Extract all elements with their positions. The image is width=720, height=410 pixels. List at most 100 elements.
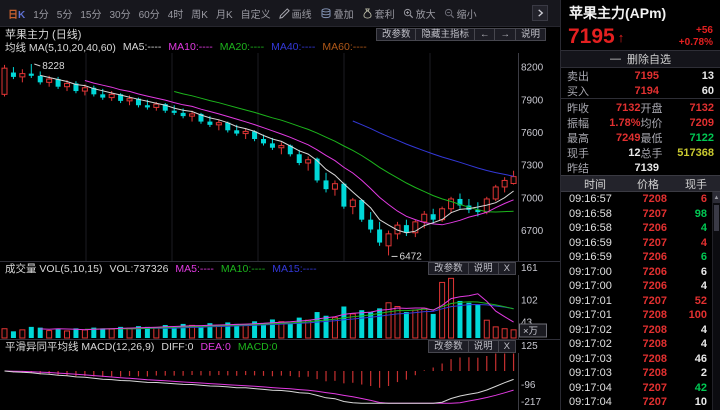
tick-time: 09:17:00 — [569, 280, 612, 293]
svg-text:8228: 8228 — [42, 61, 65, 72]
tick-time: 09:16:59 — [569, 236, 612, 249]
next-arrow-button[interactable]: → — [494, 27, 516, 41]
volume-axis-top-label: 161 — [521, 263, 538, 274]
toolbar-item-arbitrage[interactable]: 套利 — [358, 6, 399, 21]
stat-label: 开盘 — [640, 102, 663, 115]
remove-watchlist-label: 删除自选 — [627, 54, 671, 66]
toolbar-item-hour-4[interactable]: 4时 — [164, 6, 188, 21]
macd-legend-item-0: DIFF:0 — [161, 340, 194, 353]
stat-value: 7132 — [689, 101, 714, 114]
scroll-up-button[interactable]: ▲ — [713, 192, 720, 203]
toolbar: 日K 1分 5分 15分 30分 60分 4时 周K 月K 自定义 画线 叠加 套利 放大 缩小 — [0, 0, 560, 27]
tick-time: 09:17:00 — [569, 265, 612, 278]
toolbar-item-min-15[interactable]: 15分 — [76, 6, 105, 21]
tick-rows: 09:16:57 7208 6 09:16:58 7207 98 09:16:58 7206 4… — [561, 192, 720, 410]
vol-close-button[interactable]: X — [497, 262, 516, 275]
change-params-button[interactable]: 改参数 — [375, 27, 417, 41]
toolbar-item-zoom-in[interactable]: 放大 — [399, 6, 440, 21]
money-bag-icon — [362, 7, 373, 19]
tick-list: 09:16:57 7208 6 09:16:58 7207 98 09:16:58 7206 4… — [561, 192, 720, 410]
scrollbar-thumb[interactable] — [714, 205, 719, 231]
macd-chart[interactable]: -96 -217 — [0, 353, 560, 410]
toolbar-item-week-k[interactable]: 周K — [187, 6, 212, 21]
tick-row: 09:17:02 7208 4 — [561, 337, 720, 352]
tick-row: 09:16:57 7208 6 — [561, 192, 720, 207]
tick-row: 09:17:02 7208 4 — [561, 323, 720, 338]
tick-row: 09:16:58 7206 4 — [561, 221, 720, 236]
main-chart-buttons: 改参数 隐藏主指标 ← → 说明 — [375, 27, 546, 41]
layers-icon — [320, 7, 332, 19]
macd-close-button[interactable]: X — [497, 340, 516, 353]
expand-toolbar-button[interactable] — [532, 5, 548, 21]
tick-row: 09:17:00 7206 6 — [561, 265, 720, 280]
tick-row: 09:16:59 7206 6 — [561, 250, 720, 265]
up-arrow-icon: ↑ — [617, 29, 625, 45]
macd-pane-buttons: 改参数 说明 X — [428, 340, 516, 353]
toolbar-item-min-1[interactable]: 1分 — [29, 6, 53, 21]
minus-icon: — — [610, 53, 621, 65]
tick-time: 09:16:57 — [569, 193, 612, 206]
chart-title: 苹果主力 (日线) — [5, 29, 82, 41]
svg-text:-217: -217 — [521, 397, 541, 408]
tick-volume: 6 — [700, 193, 707, 206]
stat-label: 现手 — [567, 147, 589, 160]
volume-chart[interactable]: 102 43×万 — [0, 275, 560, 339]
macd-legend-prefix: 平滑异同平均线 MACD(12,26,9) — [5, 341, 155, 353]
tick-scrollbar[interactable]: ▲ — [712, 192, 720, 410]
ma-legend-values: MA5:---- MA10:---- MA20:---- MA40:---- MA60:… — [116, 41, 367, 53]
macd-help-button[interactable]: 说明 — [467, 340, 499, 353]
col-vol: 现手 — [685, 178, 707, 191]
toolbar-item-draw-line[interactable]: 画线 — [275, 6, 316, 21]
toolbar-item-label: 月K — [215, 9, 233, 21]
stat-value: 517368 — [677, 146, 714, 159]
tick-price: 7208 — [642, 193, 667, 206]
change-percent: +0.78% — [678, 37, 713, 48]
prev-arrow-button[interactable]: ← — [473, 27, 496, 41]
remove-watchlist-button[interactable]: — 删除自选 — [561, 50, 720, 68]
stat-label: 最低 — [640, 132, 663, 145]
stat-row: 现手 12 总手 517368 — [561, 145, 720, 160]
pencil-icon — [278, 7, 290, 19]
tick-price: 7208 — [642, 323, 667, 336]
tick-row: 09:16:59 7207 4 — [561, 236, 720, 251]
tick-price: 7208 — [642, 309, 667, 322]
tick-volume: 6 — [700, 265, 707, 278]
hide-main-indicator-button[interactable]: 隐藏主指标 — [415, 27, 475, 41]
quote-panel: 苹果主力(APm) 7195 ↑ +56 +0.78% — 删除自选 卖出 71… — [560, 0, 720, 410]
tick-time: 09:16:59 — [569, 251, 612, 264]
toolbar-item-overlay[interactable]: 叠加 — [316, 6, 358, 21]
toolbar-item-zoom-out[interactable]: 缩小 — [440, 6, 481, 21]
prev-settle-row: 昨结 7139 — [561, 160, 720, 175]
toolbar-item-day-k[interactable]: 日K — [4, 6, 29, 21]
stat-row: 振幅 1.78% 均价 7209 — [561, 115, 720, 130]
toolbar-item-label: 5分 — [56, 9, 73, 21]
tick-price: 7208 — [642, 338, 667, 351]
tick-price: 7208 — [642, 352, 667, 365]
tick-price: 7207 — [642, 236, 667, 249]
toolbar-item-label: 日K — [8, 9, 26, 21]
svg-text:8200: 8200 — [521, 63, 544, 74]
toolbar-item-label: 叠加 — [333, 9, 354, 21]
macd-change-params-button[interactable]: 改参数 — [428, 340, 469, 353]
toolbar-item-custom[interactable]: 自定义 — [237, 6, 275, 21]
ma-legend-prefix: 均线 MA(5,10,20,40,60) — [5, 41, 116, 54]
tick-row: 09:17:00 7206 4 — [561, 279, 720, 294]
svg-text:-96: -96 — [521, 380, 536, 391]
help-button[interactable]: 说明 — [514, 27, 546, 41]
tick-price: 7208 — [642, 367, 667, 380]
vol-help-button[interactable]: 说明 — [467, 262, 499, 275]
volume-legend-values: MA5:---- MA10:---- MA15:---- — [168, 263, 316, 275]
toolbar-item-min-5[interactable]: 5分 — [53, 6, 77, 21]
toolbar-item-month-k[interactable]: 月K — [212, 6, 237, 21]
tick-volume: 42 — [694, 381, 707, 394]
main-price-chart[interactable]: 8200 7900 7600 7300 7000 6700 8228 6472 — [0, 53, 560, 261]
tick-volume: 4 — [700, 338, 707, 351]
toolbar-item-min-30[interactable]: 30分 — [105, 6, 134, 21]
stat-label: 均价 — [640, 117, 663, 130]
toolbar-item-min-60[interactable]: 60分 — [135, 6, 164, 21]
tick-time: 09:16:58 — [569, 222, 612, 235]
tick-row: 09:17:04 7207 42 — [561, 381, 720, 396]
vol-change-params-button[interactable]: 改参数 — [428, 262, 469, 275]
tick-price: 7206 — [642, 265, 667, 278]
tick-volume: 98 — [694, 207, 707, 220]
